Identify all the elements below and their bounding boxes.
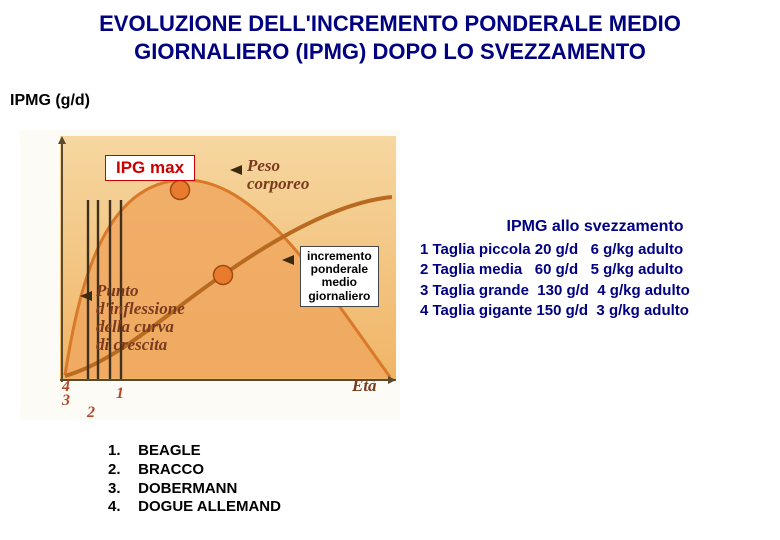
tick-2: 2 — [87, 404, 95, 422]
ipmg-row: 1 Taglia piccola 20 g/d 6 g/kg adulto — [420, 240, 770, 260]
peso-label: Pesocorporeo — [247, 157, 309, 193]
y-axis-label: IPMG (g/d) — [10, 92, 90, 110]
inflection-label: Punto d'inflessione della curva di cresc… — [96, 282, 185, 353]
ipmg-table-title: IPMG allo svezzamento — [420, 218, 770, 236]
tick-3: 3 — [62, 392, 70, 410]
ipg-max-box: IPG max — [105, 155, 195, 181]
title-line-2: GIORNALIERO (IPMG) DOPO LO SVEZZAMENTO — [20, 38, 760, 66]
mid-marker — [214, 266, 233, 285]
title-line-1: EVOLUZIONE DELL'INCREMENTO PONDERALE MED… — [20, 10, 760, 38]
breed-row: 2. BRACCO — [108, 461, 281, 480]
breeds-list: 1. BEAGLE2. BRACCO3. DOBERMANN4. DOGUE A… — [108, 442, 281, 517]
tick-1: 1 — [116, 385, 124, 403]
peak-marker — [171, 181, 190, 200]
eta-label: Età — [352, 377, 377, 395]
ipmg-row: 2 Taglia media 60 g/d 5 g/kg adulto — [420, 260, 770, 280]
incremento-box: incremento ponderale medio giornaliero — [300, 246, 379, 307]
breed-row: 3. DOBERMANN — [108, 480, 281, 499]
ipmg-row: 4 Taglia gigante 150 g/d 3 g/kg adulto — [420, 301, 770, 321]
ipmg-row: 3 Taglia grande 130 g/d 4 g/kg adulto — [420, 281, 770, 301]
breed-row: 1. BEAGLE — [108, 442, 281, 461]
slide-title: EVOLUZIONE DELL'INCREMENTO PONDERALE MED… — [0, 0, 780, 73]
ipmg-table: IPMG allo svezzamento 1 Taglia piccola 2… — [420, 218, 770, 321]
breed-row: 4. DOGUE ALLEMAND — [108, 498, 281, 517]
